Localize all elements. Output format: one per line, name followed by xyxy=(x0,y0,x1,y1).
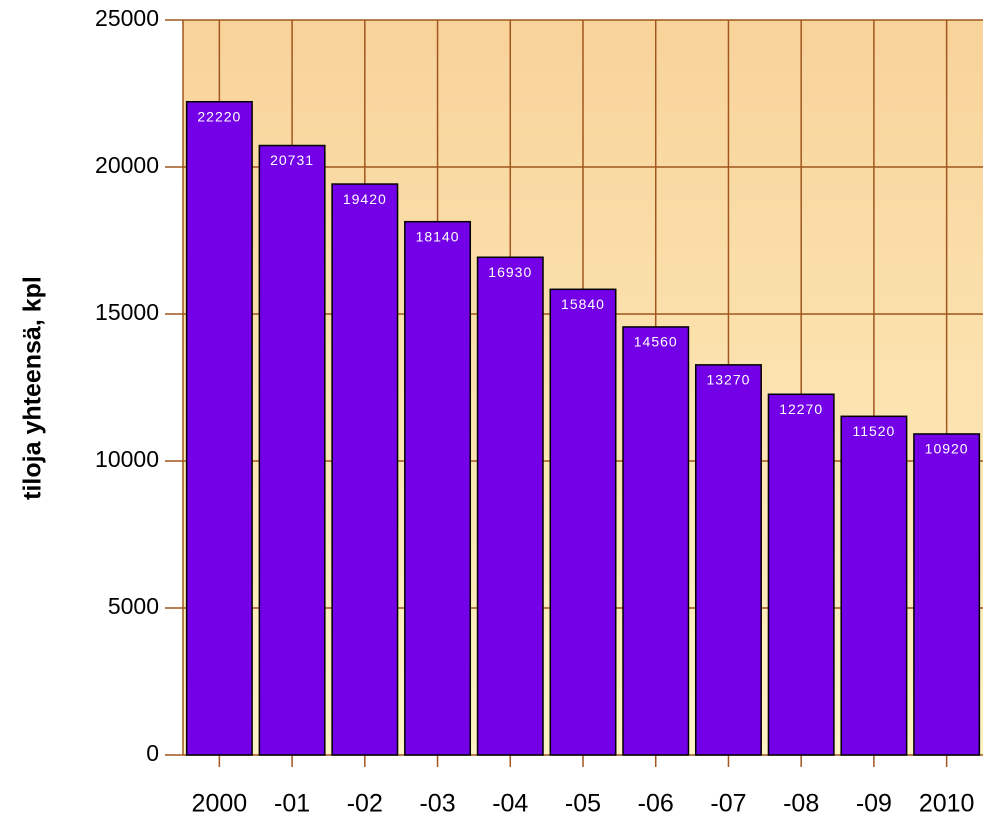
x-tick-label: -08 xyxy=(783,790,819,818)
bar xyxy=(913,433,981,756)
value-label: 22220 xyxy=(197,108,241,124)
x-tick-label: 2000 xyxy=(192,790,248,818)
x-tick-label: -04 xyxy=(492,790,528,818)
value-label: 14560 xyxy=(634,334,678,350)
bar xyxy=(767,393,835,756)
x-tick-label: -02 xyxy=(347,790,383,818)
y-tick-label: 25000 xyxy=(95,5,159,31)
bar xyxy=(694,364,762,756)
y-axis-label: tiloja yhteensä, kpl xyxy=(19,276,47,500)
x-tick-label: -06 xyxy=(638,790,674,818)
bar xyxy=(549,288,617,756)
bar xyxy=(258,144,326,756)
x-tick-label: -01 xyxy=(274,790,310,818)
x-tick-label: 2010 xyxy=(919,790,975,818)
y-tick-label: 5000 xyxy=(108,593,159,619)
y-tick-label: 0 xyxy=(146,740,159,766)
value-label: 10920 xyxy=(925,441,969,457)
y-tick-label: 10000 xyxy=(95,446,159,472)
value-label: 20731 xyxy=(270,152,314,168)
value-label: 13270 xyxy=(706,372,750,388)
value-label: 19420 xyxy=(343,191,387,207)
x-tick-label: -03 xyxy=(419,790,455,818)
value-label: 16930 xyxy=(488,264,532,280)
value-label: 12270 xyxy=(779,401,823,417)
y-tick-label: 20000 xyxy=(95,152,159,178)
bar xyxy=(622,326,690,756)
y-tick-label: 15000 xyxy=(95,299,159,325)
bar xyxy=(476,256,544,756)
value-label: 18140 xyxy=(416,228,460,244)
bar xyxy=(185,100,253,756)
bar xyxy=(331,183,399,756)
bar xyxy=(404,220,472,756)
x-tick-label: -09 xyxy=(856,790,892,818)
bar xyxy=(840,415,908,756)
x-tick-label: -07 xyxy=(710,790,746,818)
x-tick-label: -05 xyxy=(565,790,601,818)
value-label: 11520 xyxy=(852,423,895,439)
value-label: 15840 xyxy=(561,296,605,312)
